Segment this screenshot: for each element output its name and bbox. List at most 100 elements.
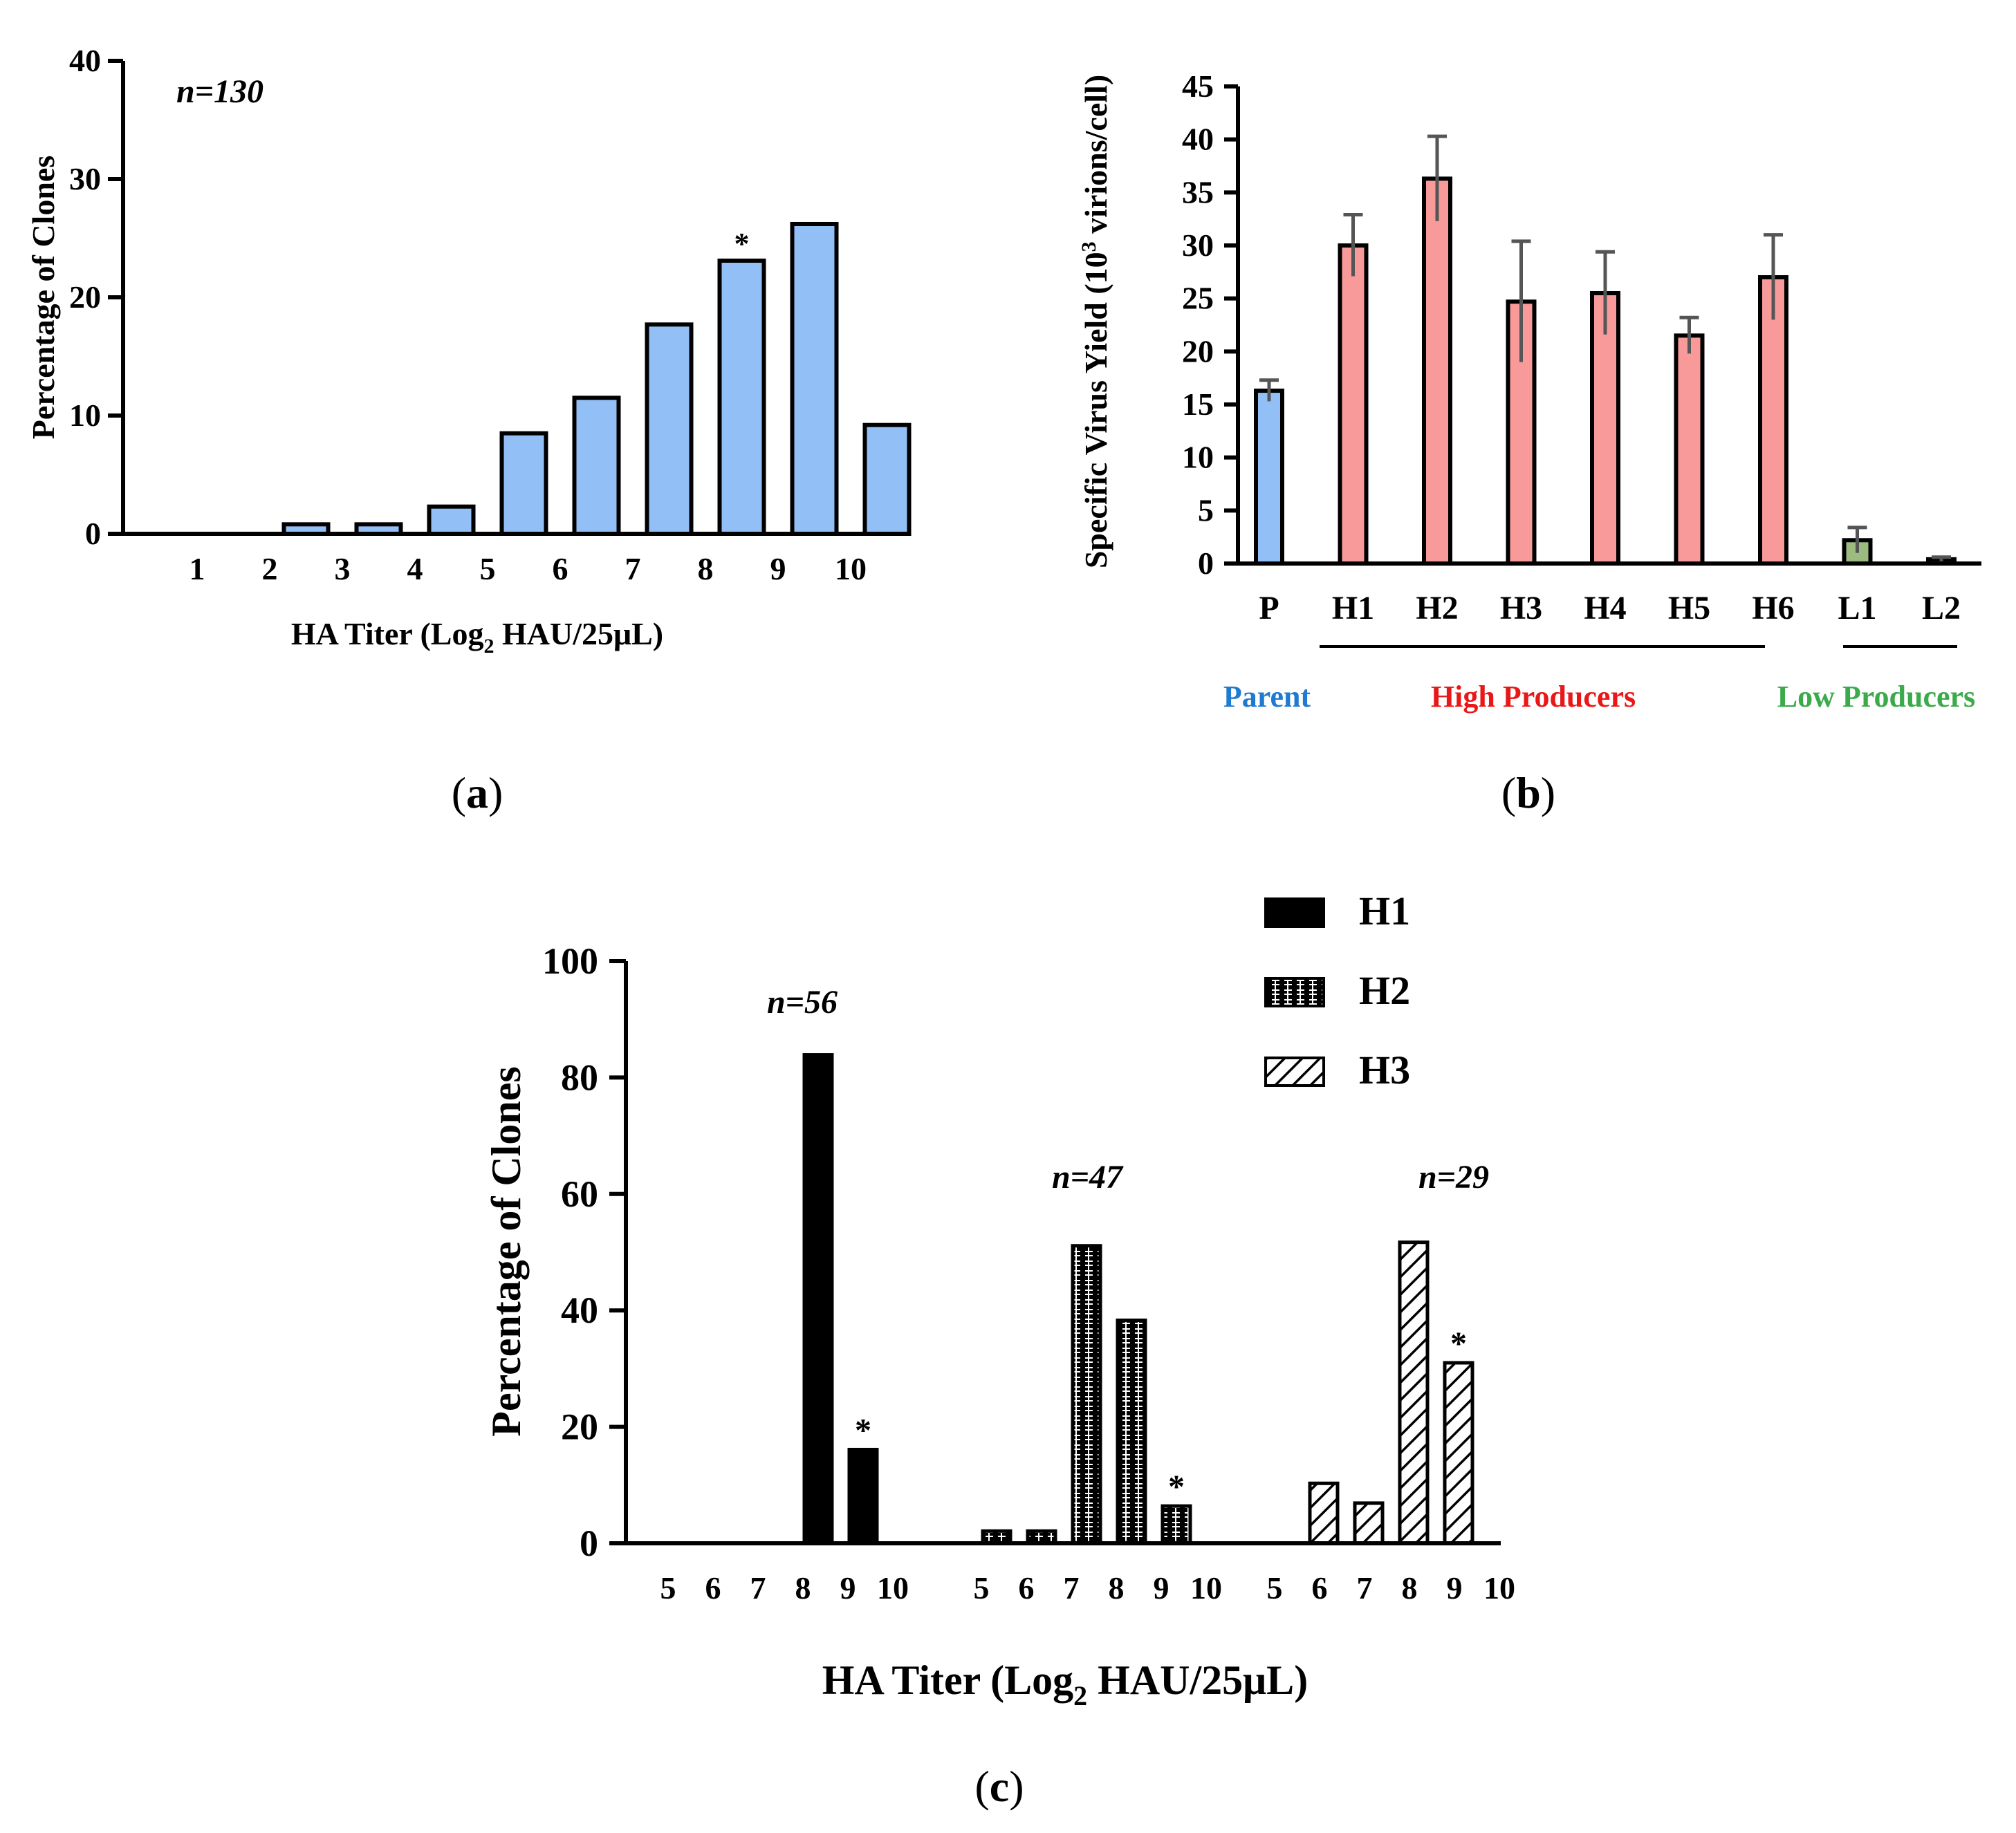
chart-b-y-tick-label: 35 [1182,174,1214,210]
chart-c-y-tick-label: 40 [561,1290,598,1331]
chart-b-bars [1254,134,1957,566]
chart-b-y-tick-label: 40 [1182,122,1214,157]
chart-b-x-tick-label: H5 [1668,590,1710,626]
chart-c-n-label: n=47 [1052,1159,1124,1195]
chart-c-x-label-pre: HA Titer (Log [822,1657,1073,1703]
chart-a-x-tick-label: 6 [553,551,568,586]
chart-a-x-tick-label: 10 [835,551,867,586]
chart-a-bar [717,258,766,536]
chart-c-y-tick-label: 20 [561,1406,598,1448]
chart-c-legend: H1 H2 H3 [1264,888,1410,1092]
chart-b-x-tick-label: H6 [1752,590,1794,626]
chart-c-y-label: Percentage of Clones [483,1066,529,1436]
chart-c-x-tick-label: 6 [1312,1570,1328,1606]
chart-a-x-label: HA Titer (Log2 HAU/25μL) [291,616,663,658]
chart-c-significance-star: * [1168,1469,1185,1505]
chart-a-x-tick-label: 3 [335,551,351,586]
chart-b-bar [1422,176,1452,566]
chart-c-bar-h3 [1443,1361,1474,1545]
chart-b-x-ticks: P H1 H2 H3 H4 H5 H6 L1 L2 [1259,590,1961,626]
chart-b-y-tick-label: 15 [1182,387,1214,422]
chart-c-x-tick-label: 5 [974,1570,990,1606]
chart-b-y-tick-label: 25 [1182,281,1214,316]
chart-a-y-tick-label: 20 [69,279,101,315]
chart-a-bar [862,422,912,536]
chart-c-x-tick-label: 7 [750,1570,766,1606]
chart-c-bar-h3 [1353,1501,1385,1545]
chart-c-bar-h1 [802,1053,834,1545]
chart-a-y-label: Percentage of Clones [26,156,61,439]
chart-a-y-tick-label: 0 [85,516,101,551]
chart-b-bar [1758,275,1788,566]
chart-c-x-tick-label: 5 [660,1570,676,1606]
chart-a-x-tick-label: 4 [407,551,423,586]
chart-c-y-tick-label: 80 [561,1057,598,1098]
group-label-parent: Parent [1223,680,1311,714]
chart-b-x-tick-label: L2 [1922,590,1961,626]
chart-b-x-tick-label: H2 [1416,590,1458,626]
group-label-low: Low Producers [1777,680,1975,714]
legend-label-h3: H3 [1359,1048,1410,1092]
chart-b-y-tick-label: 30 [1182,227,1214,263]
legend-label-h2: H2 [1359,968,1410,1013]
chart-a-significance-star: * [734,227,750,261]
chart-b-bar [1254,389,1284,566]
chart-c-y-tick-label: 0 [580,1523,598,1564]
chart-b-bar [1338,243,1369,566]
chart-c-x-tick-label: 9 [840,1570,856,1606]
chart-a-bar [790,221,839,536]
chart-c-x-tick-label: 9 [1447,1570,1463,1606]
chart-a-bars: * [281,221,912,537]
legend-swatch-h2 [1264,977,1325,1007]
chart-a-annotation: n=130 [176,73,263,110]
chart-c-x-tick-label: 10 [877,1570,909,1606]
chart-c-x-tick-label: 7 [1357,1570,1373,1606]
chart-b-x-tick-label: P [1259,590,1279,626]
chart-c-y-ticks: 0 20 40 60 80 100 [542,940,626,1564]
chart-c-n-label: n=56 [767,984,838,1021]
chart-a: 0 10 20 30 40 1 2 3 4 5 6 7 8 9 10 * n=130 Percentage… [26,43,912,658]
chart-a-x-tick-label: 7 [625,551,641,586]
chart-b-bar [1674,333,1705,566]
legend-swatch-h3 [1264,1057,1325,1087]
chart-c-x-tick-label: 9 [1154,1570,1169,1606]
chart-b-x-tick-label: L1 [1838,590,1876,626]
chart-a-bar [645,322,694,536]
chart-c-x-label-post: HAU/25μL) [1087,1657,1308,1703]
chart-c-x-tick-label: 7 [1064,1570,1080,1606]
chart-c-significance-star: * [855,1412,871,1449]
chart-a-y-tick-label: 30 [69,161,101,196]
chart-c-x-tick-label: 10 [1483,1570,1515,1606]
chart-a-x-label-sub: 2 [484,635,494,658]
chart-a-x-tick-label: 5 [480,551,496,586]
chart-c-bar-h1 [847,1447,879,1545]
chart-c-significance-star: * [1450,1325,1467,1362]
chart-b-y-tick-label: 20 [1182,333,1214,369]
chart-a-y-ticks: 0 10 20 30 40 [69,43,123,551]
legend-label-h1: H1 [1359,888,1410,933]
chart-b: 0 5 10 15 20 25 30 35 40 45 P H1 H2 H3 H4 H5 H6 L1 L2 Spe… [1078,68,1981,714]
chart-b-y-tick-label: 45 [1182,68,1214,104]
chart-b-y-tick-label: 5 [1198,492,1214,528]
chart-a-bar [572,396,621,536]
chart-c-x-tick-label: 6 [705,1570,721,1606]
chart-b-y-tick-label: 0 [1198,546,1214,581]
chart-b-y-label-post: virions/cell) [1078,75,1113,241]
chart-b-y-label-sup: 3 [1078,241,1100,252]
chart-a-x-label-post: HAU/25μL) [494,616,664,651]
chart-a-x-tick-label: 8 [698,551,714,586]
chart-c-y-tick-label: 100 [542,940,598,982]
chart-c-n-label: n=29 [1418,1159,1489,1195]
chart-c-bars: n=56 * n=47 * n=29 * [767,984,1489,1545]
chart-b-x-tick-label: H3 [1500,590,1542,626]
panel-label-b: (b) [1501,768,1555,817]
chart-c-x-label: HA Titer (Log2 HAU/25μL) [822,1657,1308,1711]
chart-a-bar [499,431,548,537]
chart-c-x-tick-label: 8 [1109,1570,1125,1606]
chart-c-x-tick-label: 8 [1402,1570,1418,1606]
group-label-high: High Producers [1431,680,1636,714]
chart-a-x-ticks: 1 2 3 4 5 6 7 8 9 10 [189,551,867,586]
chart-b-y-ticks: 0 5 10 15 20 25 30 35 40 45 [1182,68,1238,581]
